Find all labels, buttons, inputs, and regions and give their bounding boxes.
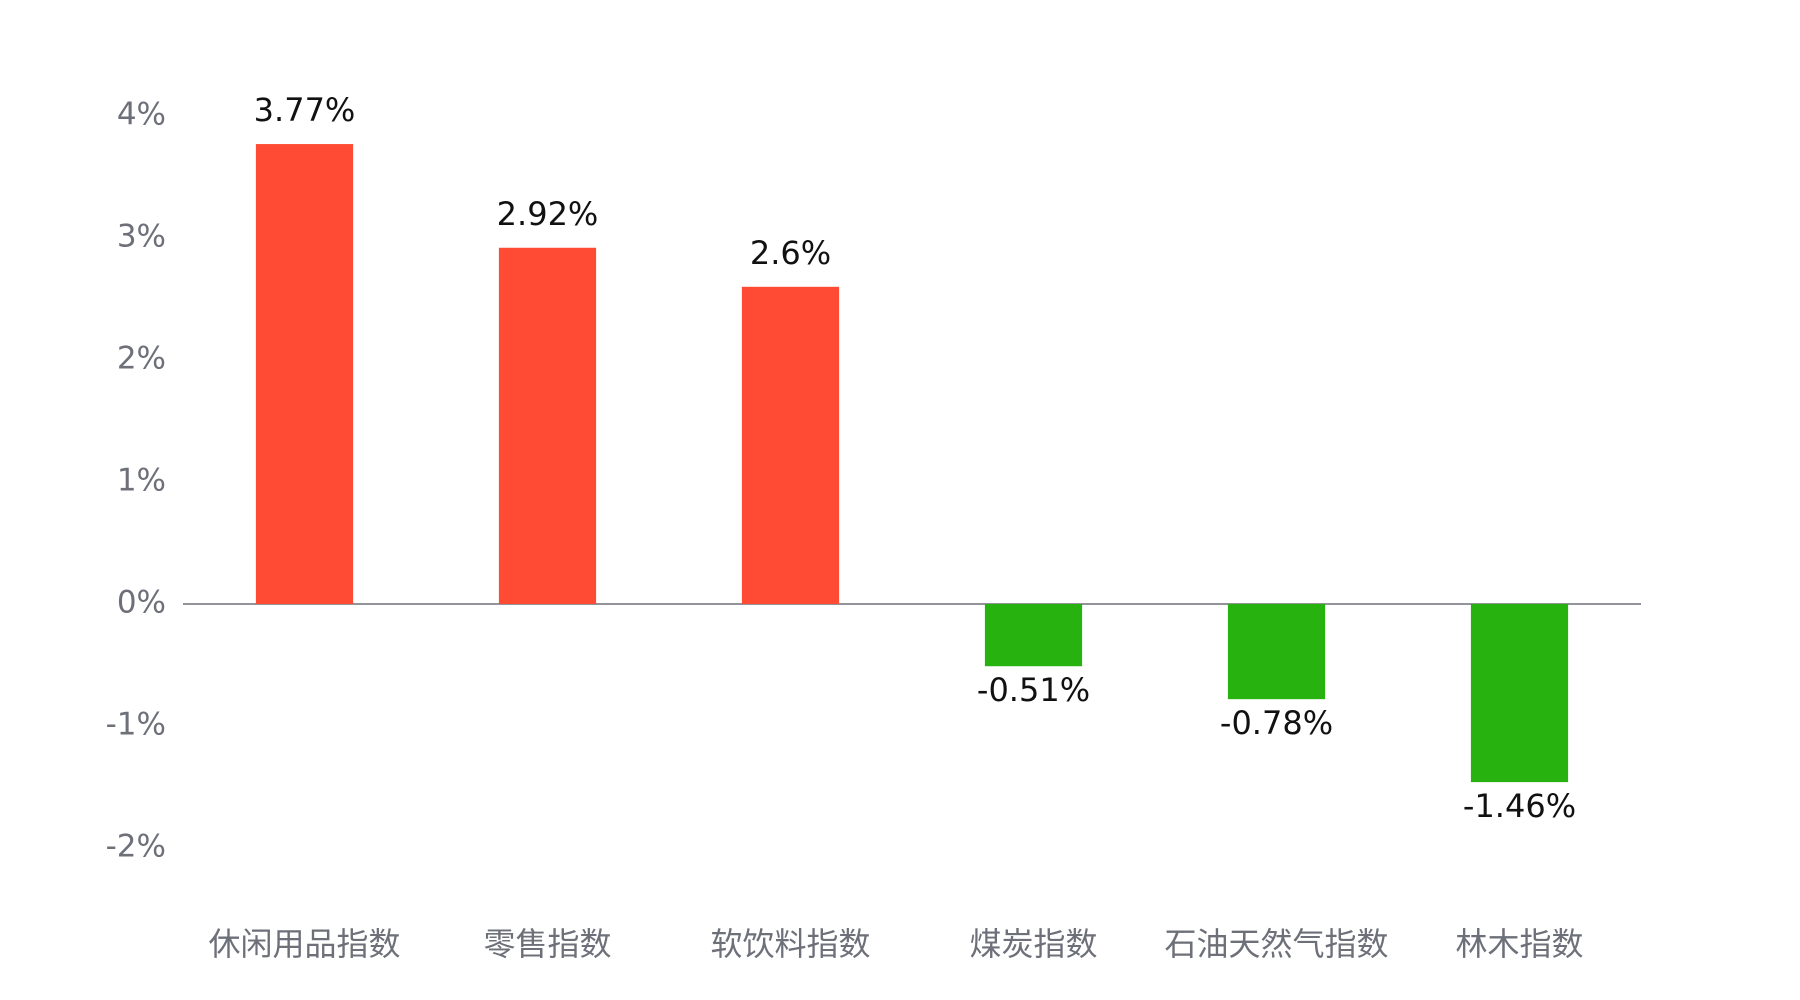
bar	[741, 286, 840, 604]
value-label: -0.78%	[1220, 704, 1333, 742]
x-tick-label: 软饮料指数	[710, 925, 870, 963]
y-tick-label: 1%	[117, 463, 166, 499]
bar	[984, 604, 1083, 667]
y-tick-label: 4%	[117, 97, 166, 133]
value-label: -1.46%	[1463, 787, 1576, 825]
bar	[255, 144, 354, 604]
bar	[498, 247, 597, 604]
x-tick-label: 林木指数	[1455, 925, 1583, 963]
bar	[1227, 604, 1326, 700]
y-tick-label: 3%	[117, 219, 166, 255]
y-tick-label: 2%	[117, 341, 166, 377]
bar	[1470, 604, 1569, 783]
x-tick-label: 零售指数	[483, 925, 611, 963]
y-tick-label: 0%	[117, 585, 166, 621]
y-tick-label: -1%	[106, 707, 166, 743]
value-label: 2.92%	[497, 195, 599, 233]
y-tick-label: -2%	[106, 829, 166, 865]
x-tick-label: 煤炭指数	[969, 925, 1097, 963]
x-tick-label: 休闲用品指数	[208, 925, 400, 963]
value-label: -0.51%	[977, 671, 1090, 709]
value-label: 2.6%	[750, 234, 831, 272]
x-tick-label: 石油天然气指数	[1164, 925, 1388, 963]
value-label: 3.77%	[254, 91, 356, 129]
